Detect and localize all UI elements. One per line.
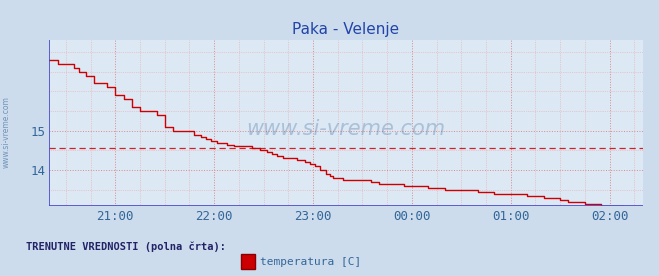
Title: Paka - Velenje: Paka - Velenje	[293, 22, 399, 38]
Text: temperatura [C]: temperatura [C]	[260, 257, 362, 267]
Text: TRENUTNE VREDNOSTI (polna črta):: TRENUTNE VREDNOSTI (polna črta):	[26, 241, 226, 252]
Text: www.si-vreme.com: www.si-vreme.com	[246, 120, 445, 139]
Text: www.si-vreme.com: www.si-vreme.com	[2, 97, 11, 168]
